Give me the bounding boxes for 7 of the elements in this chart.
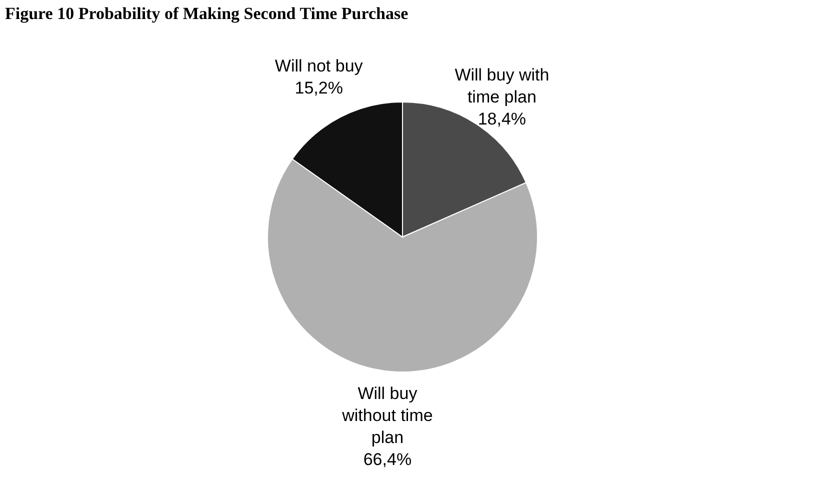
data-label: 15,2%: [294, 78, 343, 98]
data-label: 66,4%: [363, 450, 412, 470]
data-label: 18,4%: [478, 110, 526, 129]
slice-label: Will buy with time plan: [454, 66, 550, 107]
slice-label: Will not buy: [274, 56, 364, 76]
chart-title: Figure 10 Probability of Making Second Time Purchase: [5, 4, 409, 23]
slice-label: Will buy without time plan: [341, 384, 433, 448]
